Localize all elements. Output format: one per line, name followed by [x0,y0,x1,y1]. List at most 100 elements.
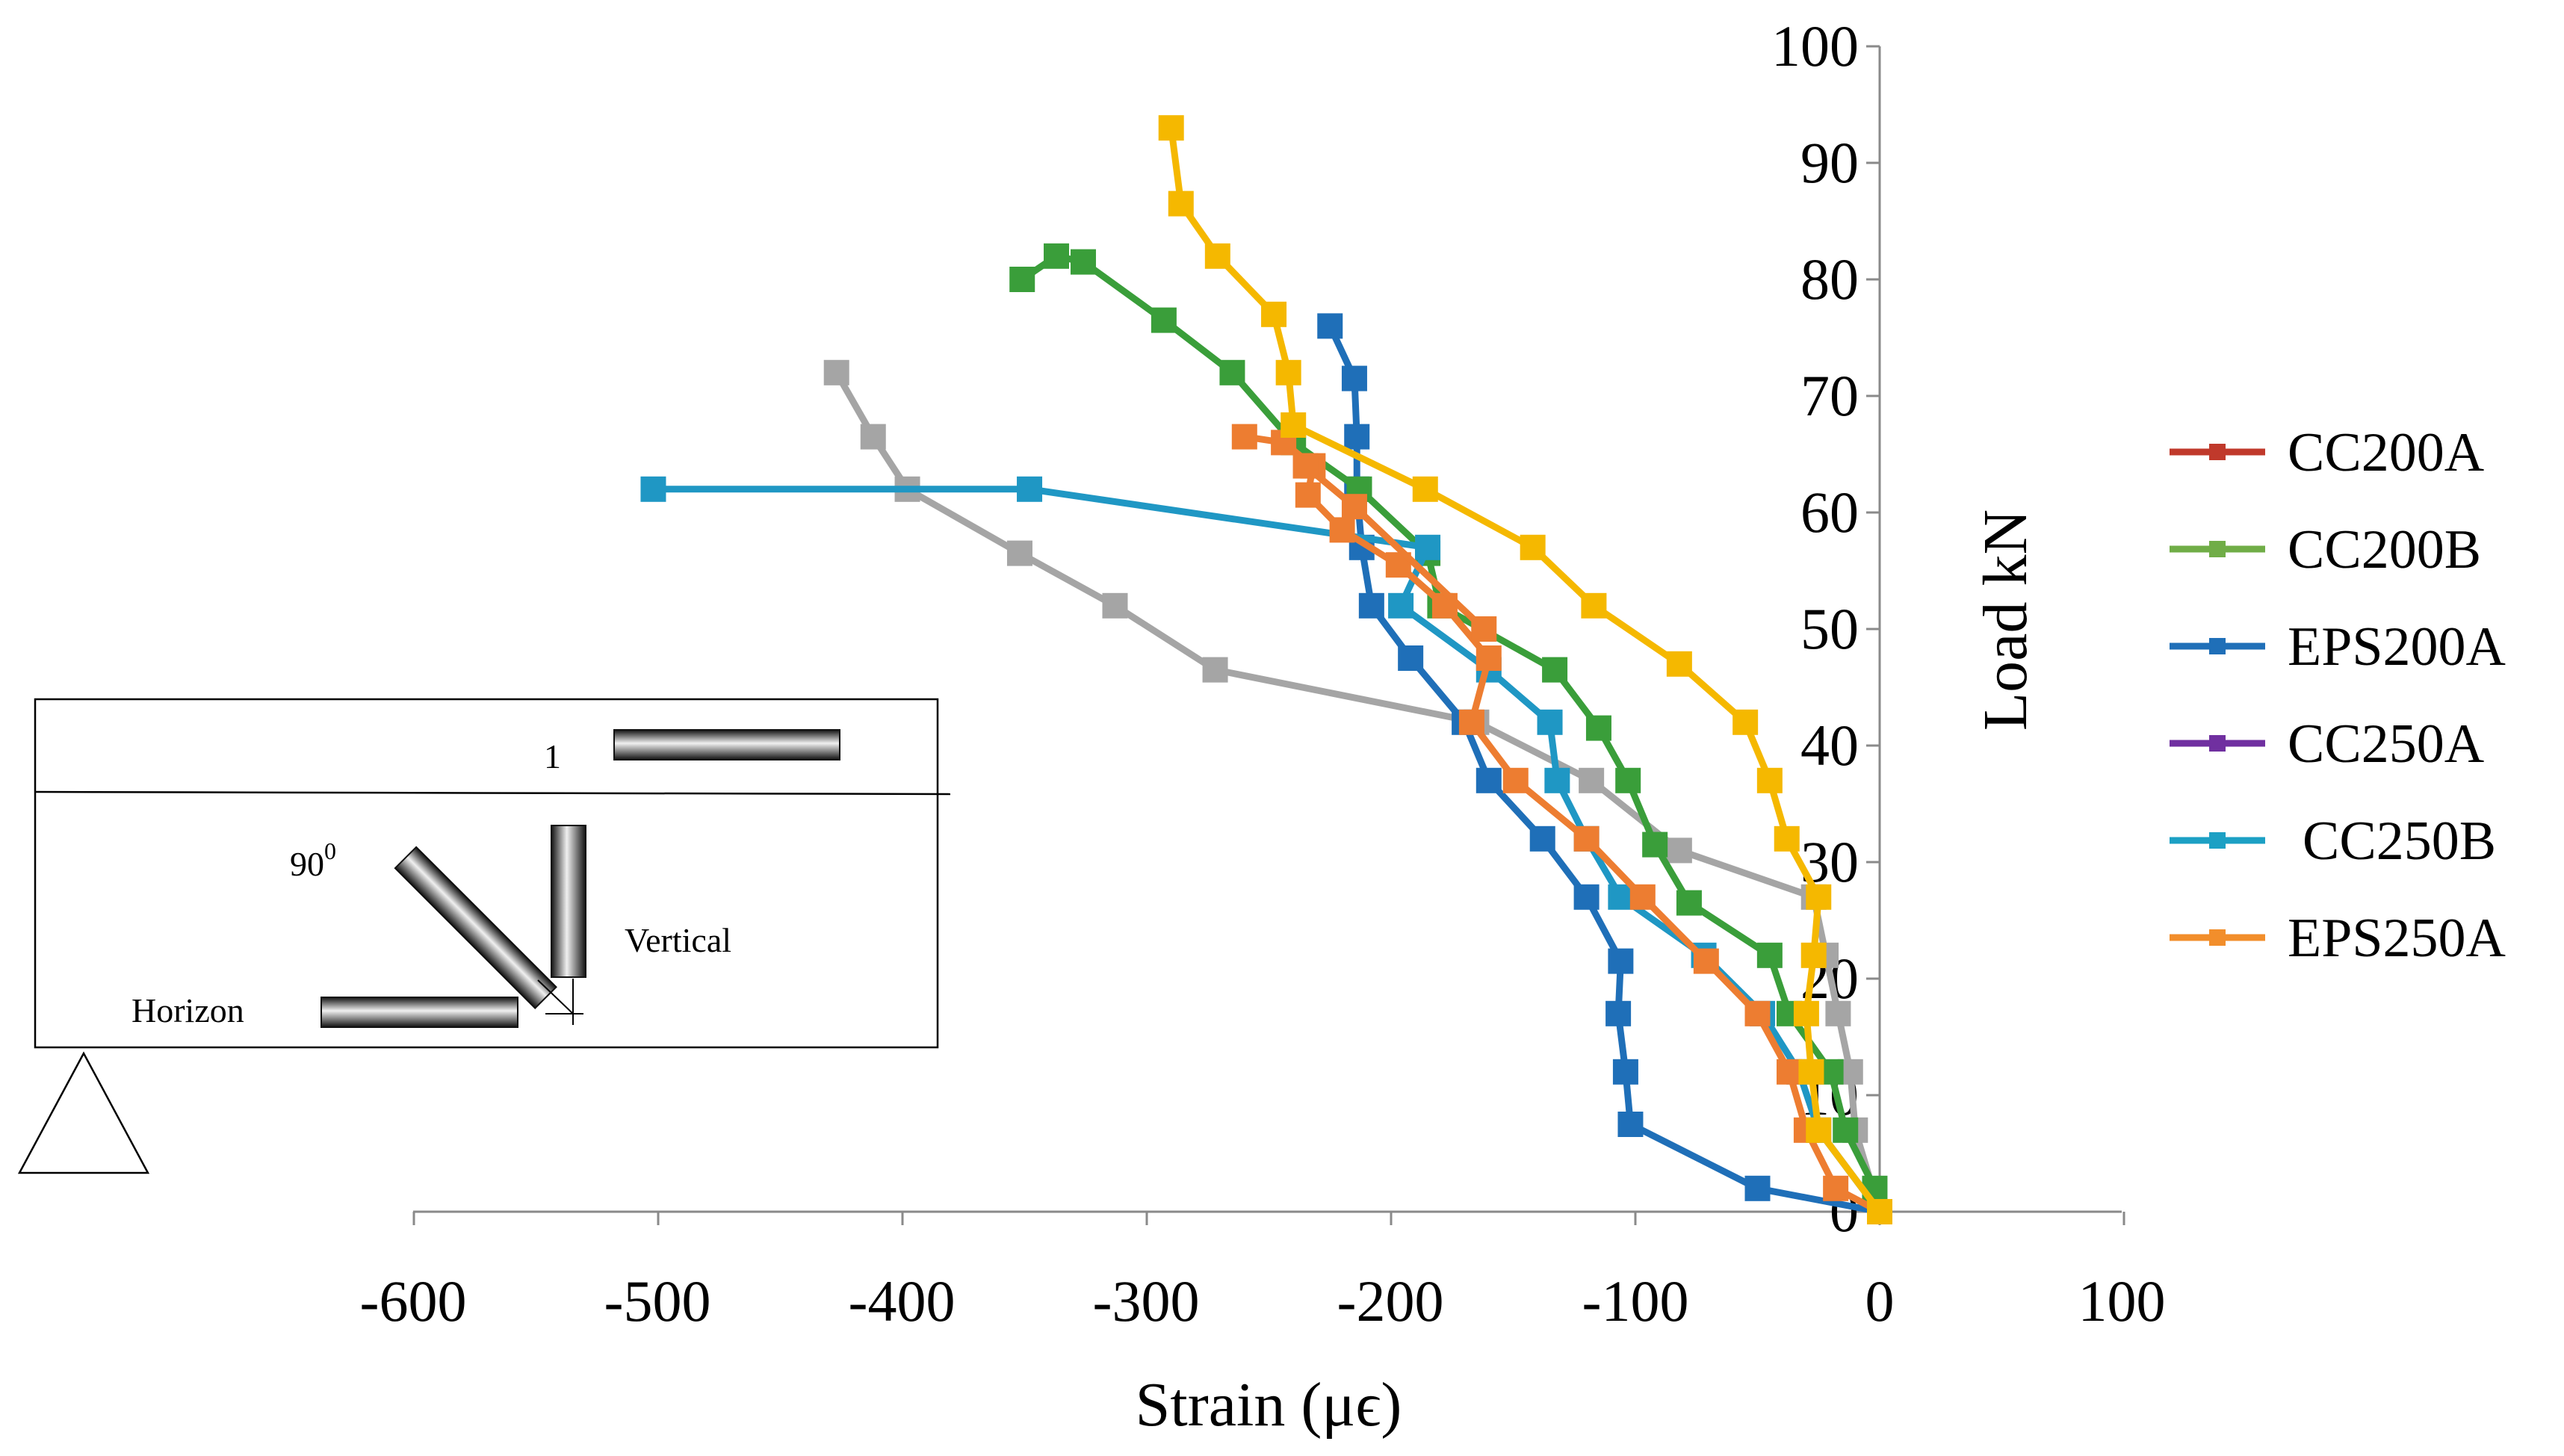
series-eps250a [1231,424,1892,1224]
gauge-1 [613,729,840,760]
data-point [1676,890,1702,916]
legend-item-eps250a: EPS250A [2170,908,2506,969]
gauge-1-label: 1 [544,737,561,775]
y-tick-label: 50 [1800,596,1859,661]
data-point [1317,313,1343,339]
inset-neutral-line [34,790,951,796]
legend-item-cc200a: CC200A [2170,422,2484,483]
data-point [1275,359,1301,385]
rosette-diag [537,979,574,1014]
data-point [1475,645,1502,671]
y-tick-label: 90 [1800,130,1859,195]
data-point [1581,592,1607,619]
data-point [1219,359,1245,385]
data-point [1261,301,1287,327]
x-tick-label: -300 [1093,1268,1200,1333]
data-point [1292,453,1319,479]
data-point [1341,494,1367,520]
data-point [1344,424,1370,450]
data-point [1573,825,1600,852]
legend-label: EPS200A [2288,616,2506,678]
legend-item-eps200a: EPS200A [2170,616,2506,678]
data-point [1744,1175,1771,1201]
y-tick-label: 70 [1800,363,1859,428]
data-point [1608,884,1634,910]
data-point [640,476,666,502]
data-point [1800,942,1827,968]
data-point [1158,115,1184,141]
data-point [1617,1112,1644,1137]
data-point [1475,767,1502,793]
y-tick-label: 40 [1800,713,1859,778]
data-point [1608,948,1634,974]
legend-swatch-marker [2209,832,2226,849]
series-layer [640,115,1892,1224]
data-point [1777,1059,1803,1085]
data-point [1204,243,1230,269]
data-point [1458,709,1484,735]
series-cc200a [1292,453,1497,642]
data-point [1793,1000,1819,1026]
data-point [1798,1059,1824,1085]
gauge-vertical-label: Vertical [625,921,731,959]
data-point [1231,424,1257,450]
x-tick-label: -200 [1337,1268,1444,1333]
data-point [1168,190,1194,217]
inset-diagram: 1 Vertical 900 Horizon [17,698,951,1174]
series-eps250a-top [1158,115,1892,1224]
data-point [1774,825,1800,852]
legend-label: CC250B [2303,811,2496,872]
legend-swatch-marker [2209,638,2226,654]
data-point [860,424,886,450]
x-tick-label: -400 [849,1268,956,1333]
data-point [1006,540,1032,566]
series-cc200b [1009,243,1892,1224]
data-point [1070,249,1096,275]
data-point [1579,767,1605,793]
data-point [1756,767,1783,793]
data-point [1151,307,1177,333]
data-point [1666,837,1692,864]
x-tick-label: -100 [1582,1268,1689,1333]
data-point [1732,709,1759,735]
data-point [1744,1000,1771,1026]
y-tick-label: 60 [1800,480,1859,545]
data-point [1415,534,1441,560]
data-point [1825,1000,1851,1026]
legend-swatch-marker [2209,444,2226,460]
x-tick-labels: -600 -500 -400 -300 -200 -100 0 100 [360,1268,2166,1333]
data-point [1612,1059,1638,1085]
data-point [1281,412,1307,438]
data-point [1388,592,1414,619]
data-point [1756,942,1783,968]
data-point [1471,616,1497,642]
data-point [1520,534,1546,560]
data-point [1823,1175,1849,1201]
y-axis-title: Load kN [1971,509,2040,731]
data-point [1806,884,1832,910]
legend-swatch-marker [2209,929,2226,946]
axes [412,45,2125,1225]
data-point [1529,825,1555,852]
data-point [1398,645,1424,671]
data-point [1502,767,1529,793]
x-tick-label: 0 [1865,1268,1895,1333]
data-point [1295,482,1321,508]
data-point [1629,884,1656,910]
x-tick-label: -600 [360,1268,467,1333]
legend-item-cc250a: CC250A [2170,713,2484,775]
legend-swatch-marker [2209,735,2226,752]
data-point [1585,715,1611,741]
legend-label: CC200A [2288,422,2484,483]
legend-label: CC200B [2288,519,2481,580]
legend: CC200A CC200B EPS200A CC250A CC250B EPS2… [2170,422,2506,969]
legend-swatch-marker [2209,541,2226,557]
data-point [1017,476,1043,502]
gauge-vertical [551,825,586,978]
data-point [1544,767,1570,793]
legend-label: CC250A [2288,713,2484,775]
x-axis-title: Strain (μϵ) [1136,1370,1402,1440]
data-point [1642,831,1668,858]
data-point [1605,1000,1632,1026]
